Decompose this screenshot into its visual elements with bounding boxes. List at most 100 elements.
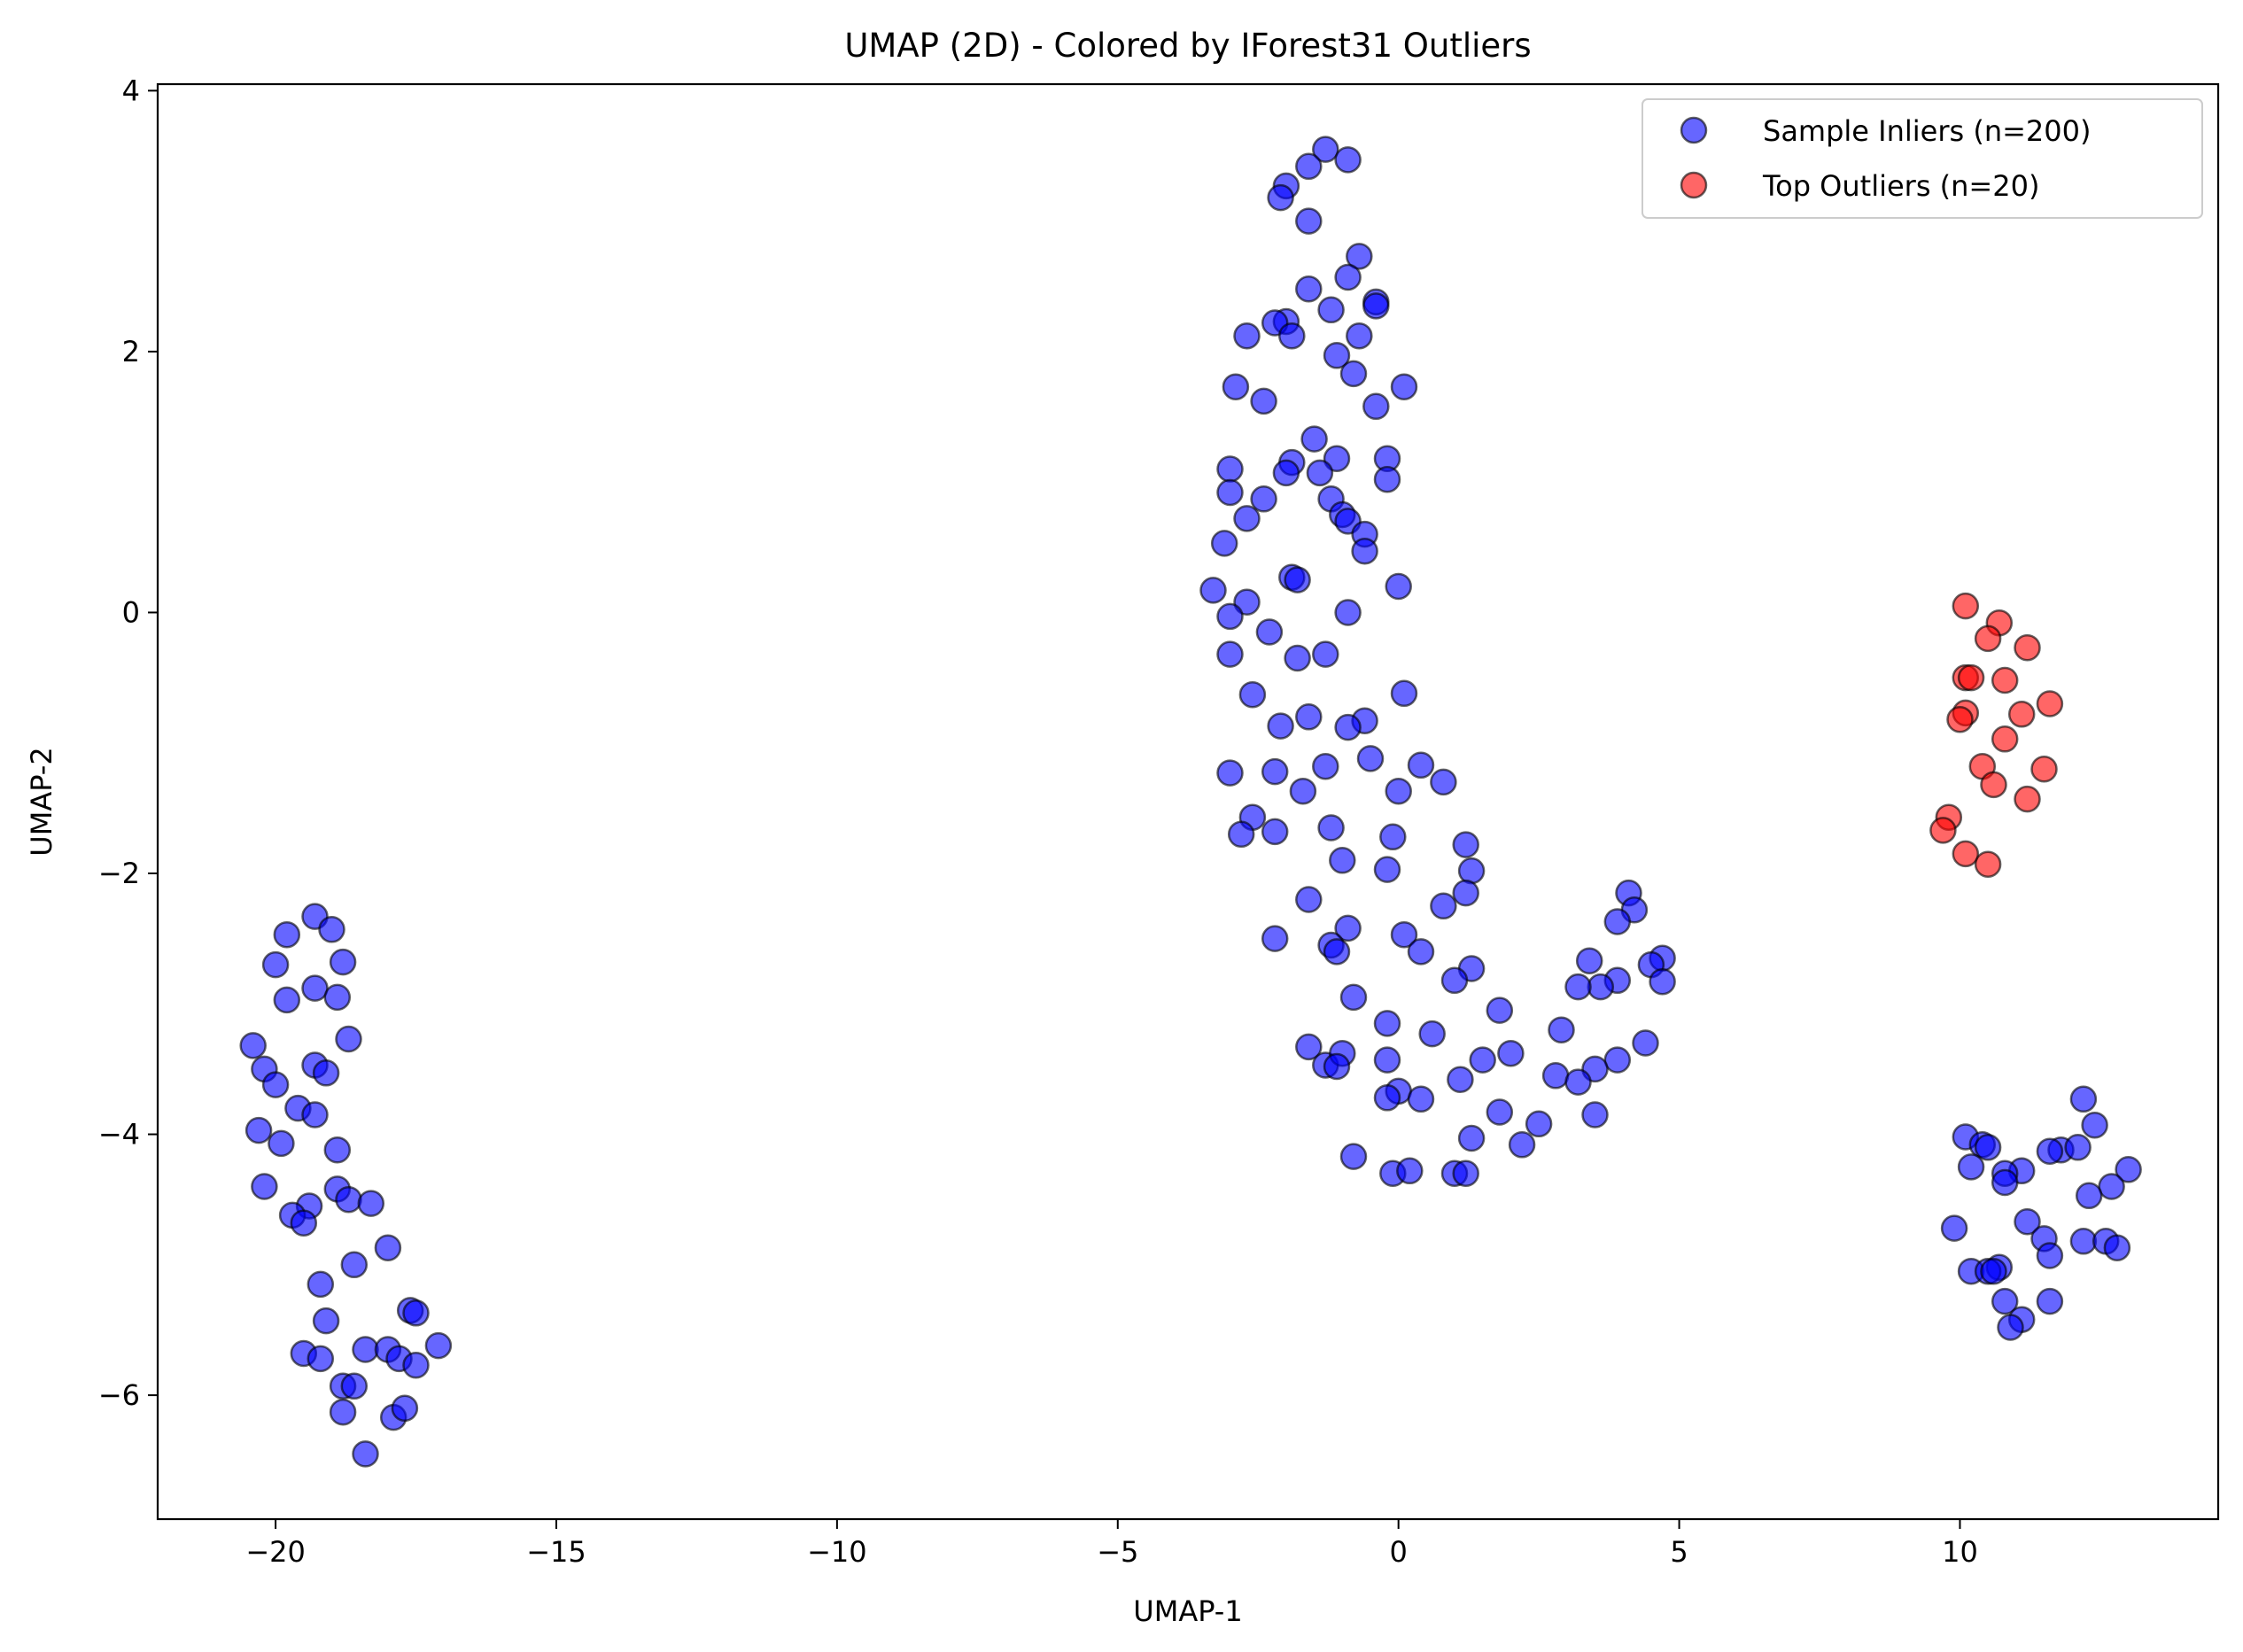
data-point bbox=[1447, 1066, 1474, 1093]
data-point bbox=[391, 1394, 419, 1423]
x-tick-label: 5 bbox=[1670, 1535, 1688, 1569]
y-axis-label: UMAP-2 bbox=[25, 747, 58, 856]
data-point bbox=[251, 1173, 278, 1200]
data-point bbox=[2115, 1156, 2142, 1183]
legend-box bbox=[1642, 98, 2203, 219]
x-tick-label: −15 bbox=[526, 1535, 586, 1569]
data-point bbox=[1323, 342, 1351, 369]
data-point bbox=[1346, 243, 1373, 270]
data-point bbox=[1974, 1134, 2002, 1161]
data-point bbox=[340, 1251, 369, 1279]
data-point bbox=[2036, 690, 2064, 717]
data-point bbox=[1295, 703, 1323, 731]
data-point bbox=[312, 1059, 340, 1087]
points-layer bbox=[239, 136, 2142, 1468]
data-point bbox=[2036, 1287, 2064, 1315]
data-point bbox=[273, 920, 301, 949]
data-point bbox=[2075, 1182, 2103, 1210]
data-point bbox=[1323, 1052, 1351, 1081]
data-point bbox=[1233, 322, 1261, 350]
data-point bbox=[1379, 823, 1407, 851]
data-point bbox=[335, 1025, 362, 1053]
data-point bbox=[1346, 322, 1373, 350]
data-point bbox=[1216, 640, 1244, 668]
data-point bbox=[1317, 296, 1345, 324]
data-point bbox=[1362, 392, 1390, 421]
data-point bbox=[1603, 1046, 1632, 1074]
data-point bbox=[2014, 633, 2041, 662]
legend: Sample Inliers (n=200) Top Outliers (n=2… bbox=[1642, 98, 2203, 219]
data-point bbox=[1525, 1110, 1553, 1138]
data-point bbox=[1632, 1029, 1659, 1057]
data-point bbox=[1238, 680, 1267, 709]
chart-title: UMAP (2D) - Colored by IForest31 Outlier… bbox=[844, 27, 1531, 65]
data-point bbox=[290, 1209, 318, 1237]
data-point bbox=[1284, 566, 1311, 593]
data-point bbox=[1351, 537, 1378, 565]
data-point bbox=[1261, 925, 1289, 952]
data-point bbox=[1334, 599, 1362, 626]
data-point bbox=[1210, 530, 1238, 557]
data-point bbox=[402, 1351, 430, 1379]
data-point bbox=[2036, 1242, 2064, 1269]
data-point bbox=[2064, 1134, 2092, 1161]
data-point bbox=[1216, 455, 1244, 483]
data-point bbox=[323, 983, 352, 1012]
data-point bbox=[261, 1071, 290, 1098]
data-point bbox=[1334, 914, 1362, 942]
y-tick-label: 4 bbox=[122, 74, 140, 107]
data-point bbox=[1295, 1033, 1323, 1061]
data-point bbox=[335, 1185, 362, 1214]
data-point bbox=[1216, 759, 1244, 787]
data-point bbox=[1486, 997, 1514, 1024]
data-point bbox=[1250, 387, 1277, 415]
data-point bbox=[1929, 817, 1957, 844]
data-point bbox=[1991, 1168, 2019, 1197]
data-point bbox=[312, 1307, 340, 1335]
data-point bbox=[1508, 1131, 1536, 1159]
data-point bbox=[1312, 640, 1339, 668]
data-point bbox=[1390, 920, 1418, 949]
data-point bbox=[1991, 1287, 2019, 1315]
data-point bbox=[352, 1440, 379, 1468]
data-point bbox=[374, 1234, 402, 1261]
data-point bbox=[1548, 1016, 1575, 1043]
data-point bbox=[1396, 1157, 1424, 1185]
data-point bbox=[1216, 602, 1244, 631]
data-point bbox=[1312, 752, 1339, 780]
data-point bbox=[2069, 1085, 2098, 1113]
data-point bbox=[323, 1136, 352, 1164]
data-point bbox=[1272, 459, 1300, 487]
data-point bbox=[2069, 1228, 2098, 1255]
data-point bbox=[1974, 850, 2002, 878]
data-point bbox=[1222, 373, 1250, 400]
x-tick-label: 0 bbox=[1389, 1535, 1407, 1569]
x-axis-label: UMAP-1 bbox=[1133, 1594, 1242, 1628]
data-point bbox=[239, 1032, 267, 1059]
data-point bbox=[1199, 577, 1227, 604]
data-point bbox=[2036, 1137, 2064, 1165]
data-point bbox=[1334, 146, 1362, 174]
data-point bbox=[1295, 152, 1323, 181]
data-point bbox=[1329, 847, 1356, 874]
data-point bbox=[2007, 701, 2036, 728]
data-point bbox=[268, 1129, 295, 1158]
legend-label-inliers: Sample Inliers (n=200) bbox=[1763, 114, 2091, 148]
data-point bbox=[1957, 1153, 1985, 1181]
data-point bbox=[301, 974, 329, 1002]
data-point bbox=[1452, 1160, 1479, 1187]
data-point bbox=[1233, 505, 1261, 532]
data-point bbox=[1306, 459, 1334, 487]
data-point bbox=[1980, 1257, 2007, 1285]
data-point bbox=[1457, 857, 1486, 885]
x-tick-label: 10 bbox=[1942, 1535, 1978, 1569]
x-tick-label: −10 bbox=[807, 1535, 867, 1569]
data-point bbox=[1430, 768, 1457, 796]
data-point bbox=[1564, 973, 1592, 1001]
data-point bbox=[352, 1336, 379, 1363]
data-point bbox=[1261, 757, 1289, 786]
data-point bbox=[1295, 207, 1323, 235]
data-point bbox=[1991, 725, 2019, 753]
data-point bbox=[1581, 1101, 1609, 1128]
